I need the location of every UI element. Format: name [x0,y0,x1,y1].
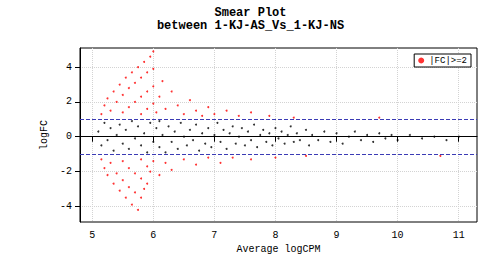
svg-text:-4: -4 [60,201,72,212]
svg-text:7: 7 [211,230,217,241]
svg-text:8: 8 [272,230,278,241]
svg-text:6: 6 [150,230,156,241]
svg-text:4: 4 [66,62,72,73]
svg-text:Average logCPM: Average logCPM [236,244,320,255]
svg-text:10: 10 [392,230,404,241]
svg-text:11: 11 [453,230,465,241]
svg-text:0: 0 [66,131,72,142]
svg-text:-2: -2 [60,166,72,177]
svg-text:9: 9 [334,230,340,241]
svg-text:2: 2 [66,96,72,107]
svg-text:logFC: logFC [39,120,50,150]
svg-text:Smear Plot: Smear Plot [214,6,286,20]
svg-text:|FC|>=2: |FC|>=2 [429,56,467,66]
svg-text:between 1-KJ-AS_Vs_1-KJ-NS: between 1-KJ-AS_Vs_1-KJ-NS [157,19,344,33]
svg-text:5: 5 [89,230,95,241]
